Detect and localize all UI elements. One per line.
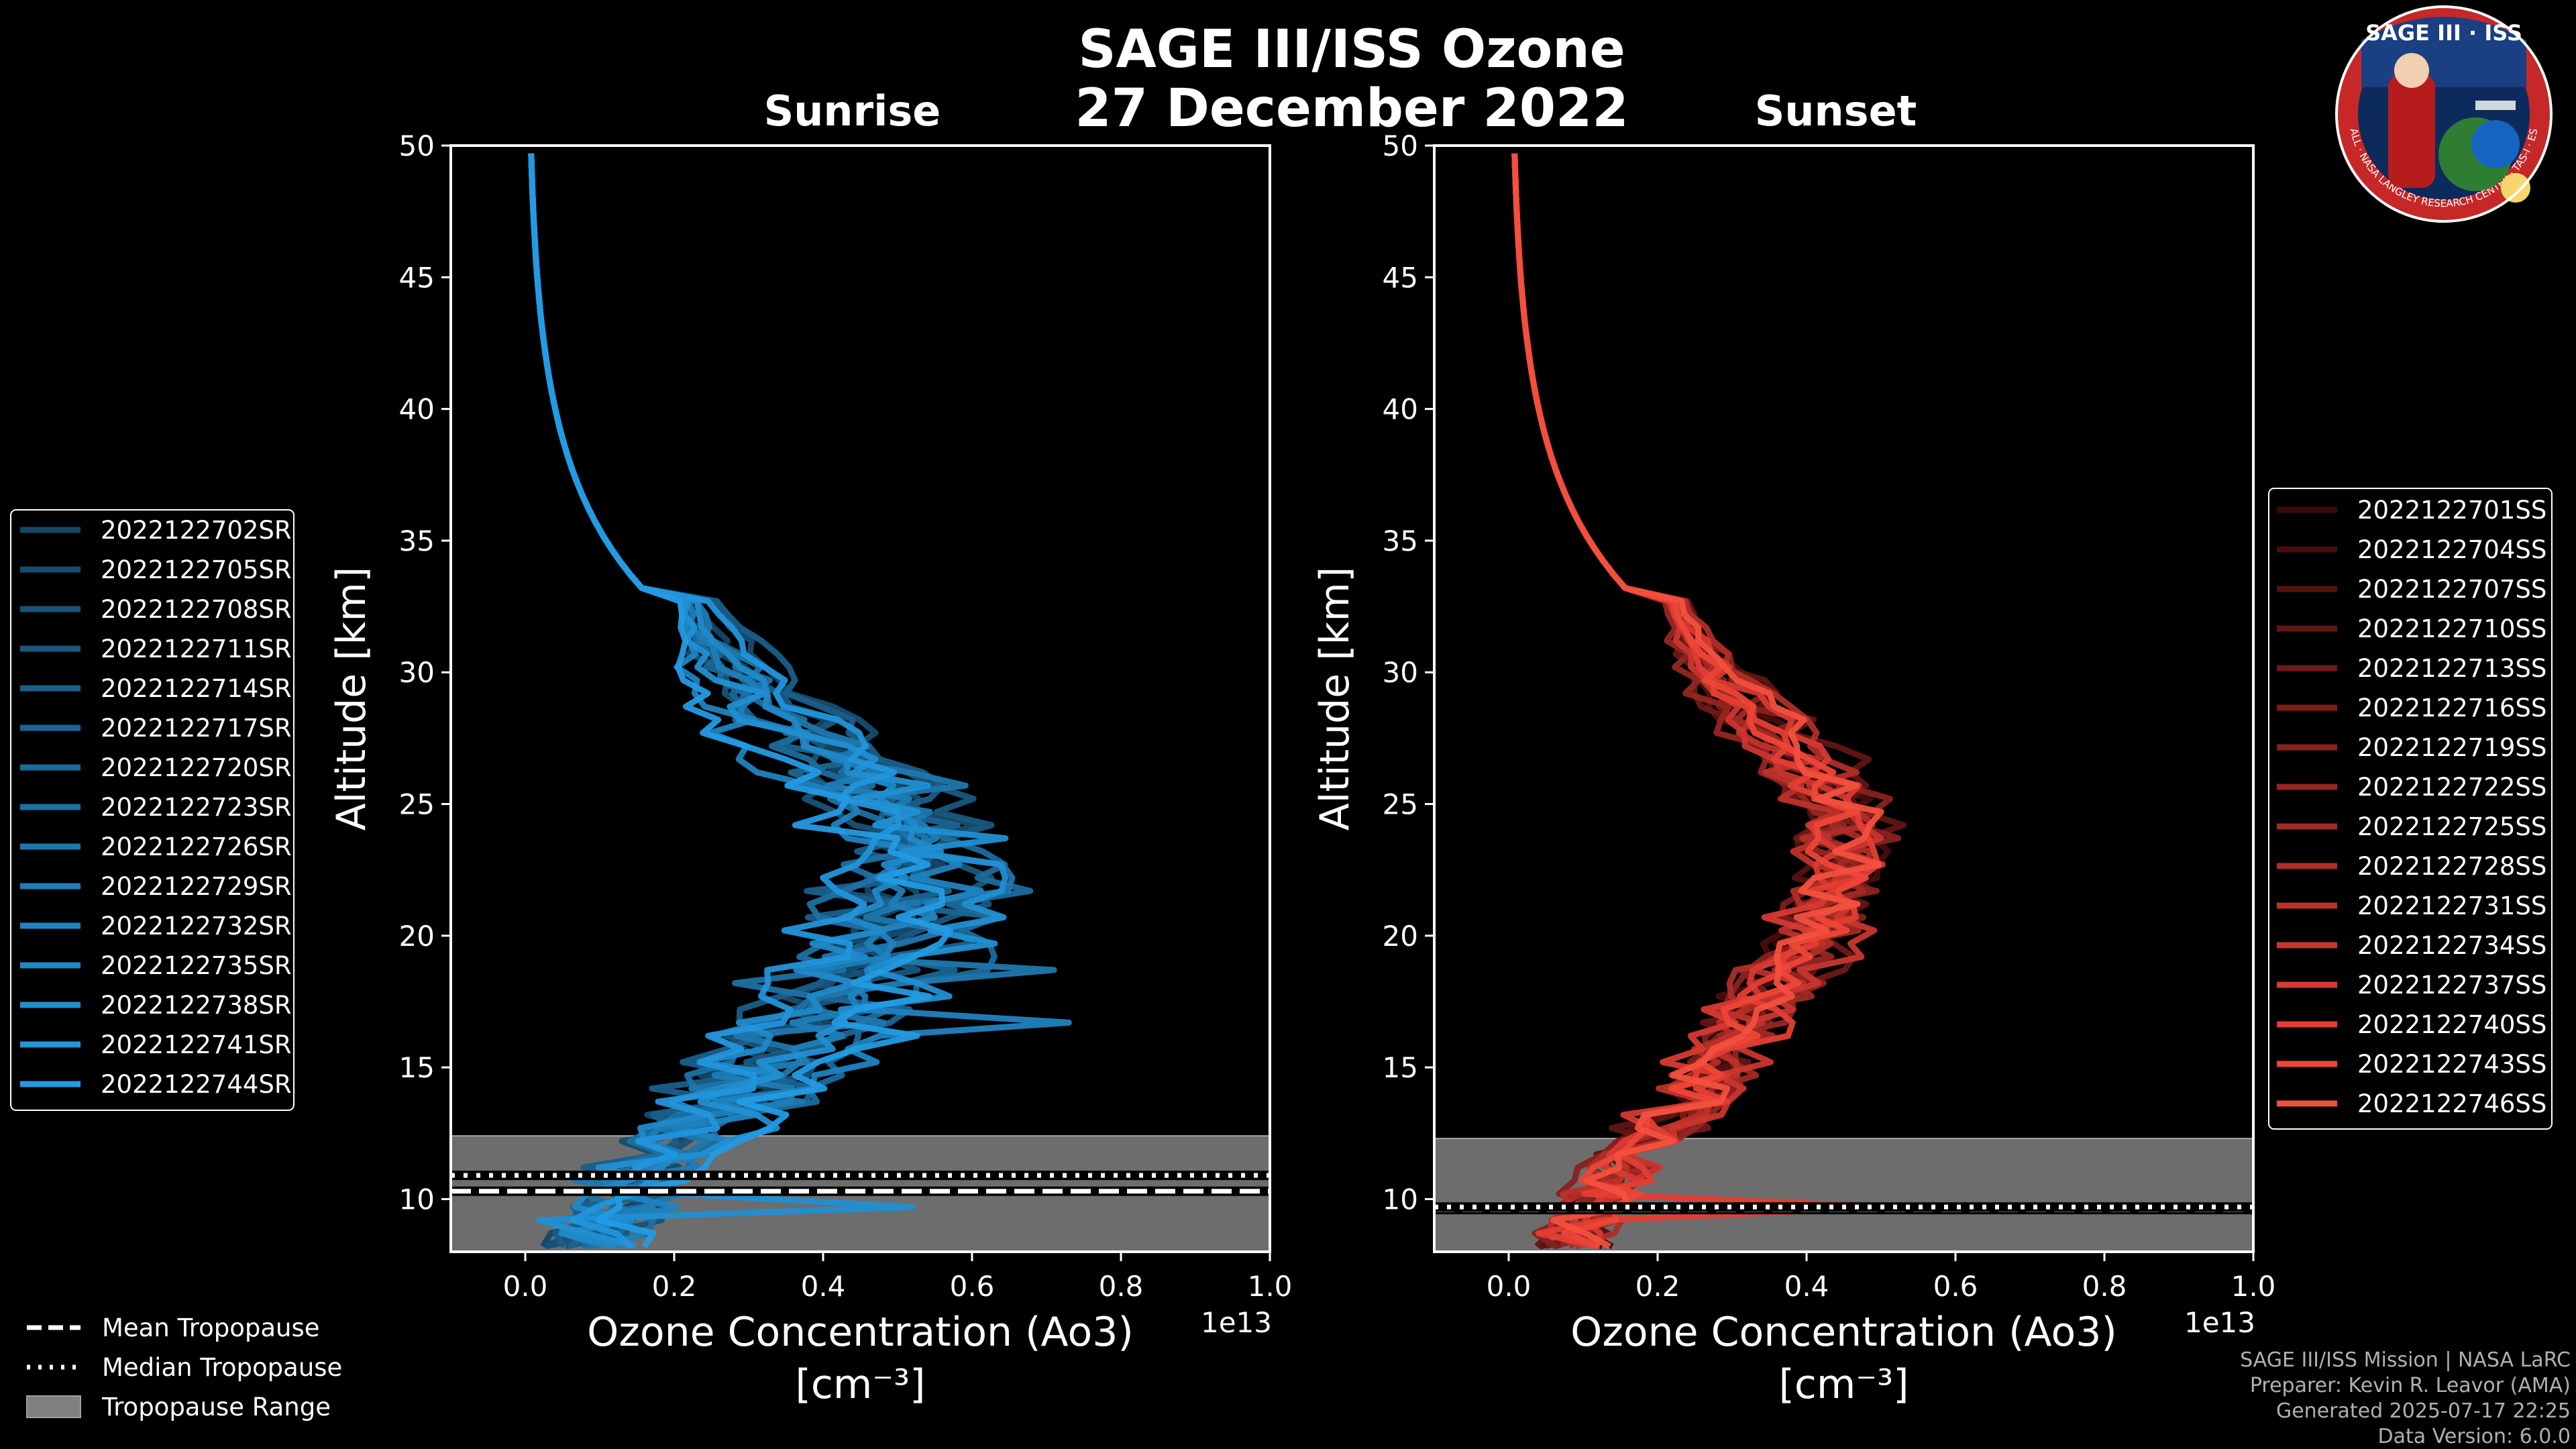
sunrise-axes-frame (449, 144, 1271, 1253)
sunrise-ytick-label: 15 (399, 1051, 435, 1084)
sunrise-ytick-label: 10 (399, 1183, 435, 1216)
sunset-xlabel: Ozone Concentration (Ao3) (1570, 1309, 2117, 1356)
logo-station-icon (2475, 101, 2516, 110)
sunset-ytick-label: 50 (1383, 129, 1418, 162)
sunrise-legend-label-2022122744SR: 2022122744SR (101, 1070, 292, 1099)
sunrise-series-2022122744SR (528, 153, 953, 1248)
sunrise-xtick-label: 0.6 (950, 1270, 995, 1303)
sunrise-ylabel: Altitude [km] (328, 567, 375, 831)
sunset-title: Sunset (1755, 87, 1917, 136)
sunset-xtick-label: 0.6 (1933, 1270, 1978, 1303)
sunrise-xtick-label: 0.8 (1099, 1270, 1144, 1303)
median-tropopause-label: Median Tropopause (102, 1353, 342, 1382)
sunrise-xtick-label: 0.0 (503, 1270, 548, 1303)
sunrise-xunit: [cm⁻³] (796, 1361, 926, 1408)
sunrise-ytick-label: 30 (399, 656, 435, 689)
mean-tropopause-label: Mean Tropopause (102, 1313, 320, 1342)
sunset-legend-label-2022122713SS: 2022122713SS (2357, 654, 2546, 683)
sunrise-ytick-label: 45 (399, 261, 435, 294)
sunset-legend-label-2022122746SS: 2022122746SS (2357, 1089, 2546, 1118)
sunset-xtick-label: 0.8 (2082, 1270, 2127, 1303)
sunrise-xtick-label: 1.0 (1248, 1270, 1293, 1303)
sunset-legend-label-2022122725SS: 2022122725SS (2357, 812, 2546, 841)
credit-data-version: Data Version: 6.0.0 (2378, 1425, 2571, 1448)
sunset-ytick-label: 20 (1383, 920, 1418, 953)
tropopause-range-swatch (26, 1395, 81, 1418)
sunset-xtick-label: 0.0 (1487, 1270, 1532, 1303)
sunset-panel: 0.0 0.2 0.4 0.6 0.8 1.0 10 15 20 25 30 35 40 45 50 1e13… (1311, 87, 2275, 1408)
sunrise-ytick-label: 50 (399, 129, 435, 162)
sunrise-legend-label-2022122741SR: 2022122741SR (101, 1030, 292, 1059)
sunset-series-2022122746SS (1511, 153, 1884, 1250)
sunset-legend-label-2022122740SS: 2022122740SS (2357, 1010, 2546, 1039)
sunset-ytick-label: 30 (1383, 656, 1418, 689)
sunset-legend-label-2022122728SS: 2022122728SS (2357, 852, 2546, 881)
sunrise-ytick-label: 40 (399, 393, 435, 426)
sunrise-legend-label-2022122708SR: 2022122708SR (101, 595, 292, 624)
sunset-ytick-label: 10 (1383, 1183, 1418, 1216)
sunrise-legend-label-2022122735SR: 2022122735SR (101, 951, 292, 980)
sunrise-legend-label-2022122714SR: 2022122714SR (101, 674, 292, 703)
sunset-legend: 2022122701SS 2022122704SS 2022122707SS 2022… (2268, 488, 2553, 1130)
sunset-offset-label: 1e13 (2184, 1306, 2255, 1339)
sunrise-legend-label-2022122717SR: 2022122717SR (101, 714, 292, 743)
sunrise-legend-label-2022122711SR: 2022122711SR (101, 635, 292, 663)
sunset-legend-label-2022122722SS: 2022122722SS (2357, 773, 2546, 802)
sunrise-xtick-label: 0.2 (652, 1270, 697, 1303)
sunset-xtick-label: 1.0 (2231, 1270, 2276, 1303)
figure-title-line2: 27 December 2022 (1075, 78, 1628, 139)
sunset-legend-label-2022122710SS: 2022122710SS (2357, 614, 2546, 643)
credit-generated: Generated 2025-07-17 22:25 (2276, 1399, 2571, 1423)
sunrise-legend-label-2022122738SR: 2022122738SR (101, 991, 292, 1020)
sunset-legend-label-2022122737SS: 2022122737SS (2357, 971, 2546, 1000)
sunset-legend-label-2022122719SS: 2022122719SS (2357, 733, 2546, 762)
sunrise-legend: 2022122702SR 2022122705SR 2022122708SR 2022… (10, 509, 294, 1111)
logo-figure-icon (2388, 74, 2435, 188)
sunrise-panel: 0.0 0.2 0.4 0.6 0.8 1.0 10 15 20 25 30 35 40 45 50 1e13… (328, 87, 1292, 1408)
sunset-ylabel: Altitude [km] (1311, 567, 1358, 831)
sunset-ytick-label: 45 (1383, 261, 1418, 294)
sunrise-legend-label-2022122723SR: 2022122723SR (101, 793, 292, 822)
sunset-xunit: [cm⁻³] (1779, 1361, 1909, 1408)
sunset-legend-label-2022122743SS: 2022122743SS (2357, 1050, 2546, 1079)
sunrise-xlabel: Ozone Concentration (Ao3) (587, 1309, 1134, 1356)
sunset-legend-label-2022122731SS: 2022122731SS (2357, 892, 2546, 920)
sunrise-offset-label: 1e13 (1201, 1306, 1272, 1339)
sunrise-legend-label-2022122705SR: 2022122705SR (101, 555, 292, 584)
sunset-ytick-label: 40 (1383, 393, 1418, 426)
sunset-legend-label-2022122716SS: 2022122716SS (2357, 694, 2546, 722)
sunset-xtick-label: 0.2 (1635, 1270, 1680, 1303)
sunset-legend-label-2022122707SS: 2022122707SS (2357, 575, 2546, 604)
sunset-legend-label-2022122701SS: 2022122701SS (2357, 496, 2546, 525)
sunrise-title: Sunrise (764, 87, 941, 136)
logo-title: SAGE III · ISS (2365, 20, 2522, 46)
tropopause-range-label: Tropopause Range (101, 1393, 331, 1421)
sunset-legend-label-2022122704SS: 2022122704SS (2357, 535, 2546, 564)
tropopause-legend: Mean Tropopause Median Tropopause Tropop… (26, 1313, 342, 1421)
sunset-legend-label-2022122734SS: 2022122734SS (2357, 931, 2546, 960)
credits: SAGE III/ISS Mission | NASA LaRC Prepare… (2240, 1348, 2571, 1448)
sunrise-ytick-label: 35 (399, 525, 435, 557)
sunrise-legend-label-2022122720SR: 2022122720SR (101, 753, 292, 782)
credit-mission: SAGE III/ISS Mission | NASA LaRC (2240, 1348, 2571, 1372)
sunset-ytick-label: 15 (1383, 1051, 1418, 1084)
sunrise-ytick-label: 25 (399, 788, 435, 821)
sunrise-legend-label-2022122702SR: 2022122702SR (101, 516, 292, 545)
sunrise-ytick-label: 20 (399, 920, 435, 953)
sunset-axes-frame (1433, 144, 2255, 1253)
sunrise-xtick-label: 0.4 (801, 1270, 846, 1303)
sunrise-legend-label-2022122726SR: 2022122726SR (101, 833, 292, 861)
sunset-xtick-label: 0.4 (1784, 1270, 1829, 1303)
sunset-ytick-label: 25 (1383, 788, 1418, 821)
credit-preparer: Preparer: Kevin R. Leavor (AMA) (2250, 1374, 2571, 1397)
sunrise-legend-label-2022122732SR: 2022122732SR (101, 912, 292, 941)
sunset-ytick-label: 35 (1383, 525, 1418, 557)
sunrise-legend-label-2022122729SR: 2022122729SR (101, 872, 292, 901)
logo-sun-icon (2501, 173, 2530, 203)
figure-title-line1: SAGE III/ISS Ozone (1078, 19, 1625, 80)
